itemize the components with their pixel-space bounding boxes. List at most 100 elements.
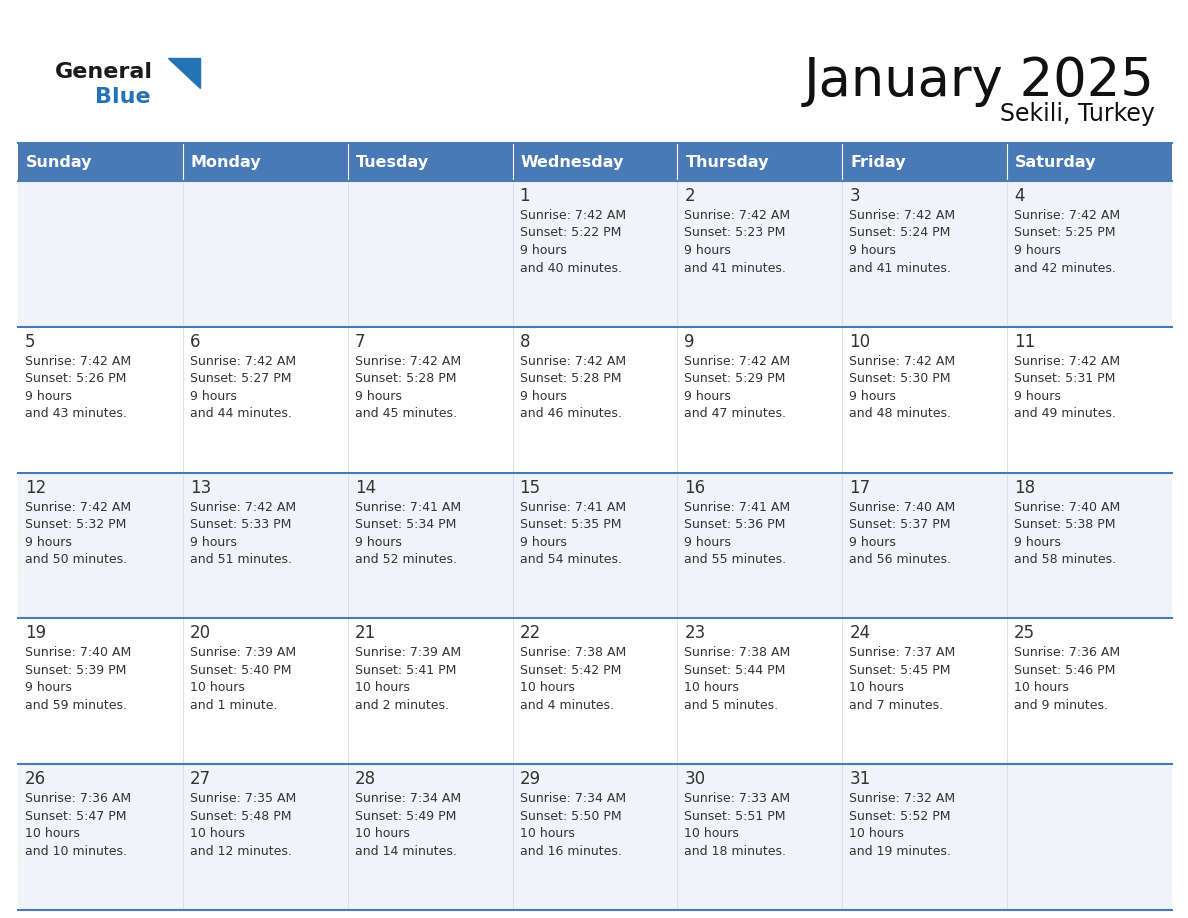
- Text: 17: 17: [849, 478, 871, 497]
- Text: Sunrise: 7:42 AM: Sunrise: 7:42 AM: [190, 500, 296, 513]
- Text: Monday: Monday: [191, 154, 261, 170]
- Bar: [842, 619, 1007, 764]
- Bar: [842, 764, 1007, 910]
- Bar: [512, 473, 677, 619]
- Text: Sunrise: 7:42 AM: Sunrise: 7:42 AM: [849, 209, 955, 222]
- Text: 6: 6: [190, 333, 201, 351]
- Text: 10 hours: 10 hours: [25, 827, 80, 840]
- Text: 9 hours: 9 hours: [519, 390, 567, 403]
- Bar: [18, 143, 183, 181]
- Text: 1: 1: [519, 187, 530, 205]
- Bar: [348, 327, 512, 473]
- Text: 9 hours: 9 hours: [190, 390, 236, 403]
- Text: 10 hours: 10 hours: [849, 681, 904, 694]
- Text: Sunrise: 7:32 AM: Sunrise: 7:32 AM: [849, 792, 955, 805]
- Text: Sunrise: 7:37 AM: Sunrise: 7:37 AM: [849, 646, 955, 659]
- Text: and 54 minutes.: and 54 minutes.: [519, 554, 621, 566]
- Bar: [677, 181, 842, 327]
- Text: and 7 minutes.: and 7 minutes.: [849, 699, 943, 711]
- Text: and 58 minutes.: and 58 minutes.: [1015, 554, 1117, 566]
- Text: Sunset: 5:29 PM: Sunset: 5:29 PM: [684, 373, 785, 386]
- Bar: [677, 327, 842, 473]
- Text: and 45 minutes.: and 45 minutes.: [355, 408, 456, 420]
- Text: Sunrise: 7:39 AM: Sunrise: 7:39 AM: [355, 646, 461, 659]
- Text: 9 hours: 9 hours: [1015, 535, 1061, 549]
- Bar: [348, 143, 512, 181]
- Text: Sunrise: 7:42 AM: Sunrise: 7:42 AM: [1015, 354, 1120, 368]
- Text: and 41 minutes.: and 41 minutes.: [684, 262, 786, 274]
- Text: 5: 5: [25, 333, 36, 351]
- Text: Thursday: Thursday: [685, 154, 769, 170]
- Text: 2: 2: [684, 187, 695, 205]
- Text: 22: 22: [519, 624, 541, 643]
- Text: 10 hours: 10 hours: [190, 681, 245, 694]
- Text: Sunset: 5:46 PM: Sunset: 5:46 PM: [1015, 664, 1116, 677]
- Text: Sunrise: 7:42 AM: Sunrise: 7:42 AM: [1015, 209, 1120, 222]
- Text: Sunset: 5:45 PM: Sunset: 5:45 PM: [849, 664, 950, 677]
- Text: and 9 minutes.: and 9 minutes.: [1015, 699, 1108, 711]
- Text: 18: 18: [1015, 478, 1035, 497]
- Text: 10 hours: 10 hours: [519, 827, 575, 840]
- Text: Sunset: 5:49 PM: Sunset: 5:49 PM: [355, 810, 456, 823]
- Text: 10 hours: 10 hours: [684, 681, 739, 694]
- Text: Sunrise: 7:41 AM: Sunrise: 7:41 AM: [355, 500, 461, 513]
- Bar: [18, 473, 183, 619]
- Text: Sunset: 5:31 PM: Sunset: 5:31 PM: [1015, 373, 1116, 386]
- Text: Sunrise: 7:42 AM: Sunrise: 7:42 AM: [190, 354, 296, 368]
- Text: Sunset: 5:44 PM: Sunset: 5:44 PM: [684, 664, 785, 677]
- Text: Sunset: 5:42 PM: Sunset: 5:42 PM: [519, 664, 621, 677]
- Text: and 50 minutes.: and 50 minutes.: [25, 554, 127, 566]
- Text: and 59 minutes.: and 59 minutes.: [25, 699, 127, 711]
- Text: 24: 24: [849, 624, 871, 643]
- Text: 26: 26: [25, 770, 46, 789]
- Text: Sunset: 5:50 PM: Sunset: 5:50 PM: [519, 810, 621, 823]
- Text: 9 hours: 9 hours: [519, 535, 567, 549]
- Text: Sunrise: 7:33 AM: Sunrise: 7:33 AM: [684, 792, 790, 805]
- Text: 11: 11: [1015, 333, 1036, 351]
- Text: Sunrise: 7:36 AM: Sunrise: 7:36 AM: [25, 792, 131, 805]
- Text: 14: 14: [355, 478, 375, 497]
- Text: 29: 29: [519, 770, 541, 789]
- Text: Sunset: 5:28 PM: Sunset: 5:28 PM: [355, 373, 456, 386]
- Text: 30: 30: [684, 770, 706, 789]
- Text: Sunrise: 7:42 AM: Sunrise: 7:42 AM: [519, 209, 626, 222]
- Text: 9 hours: 9 hours: [190, 535, 236, 549]
- Text: and 1 minute.: and 1 minute.: [190, 699, 277, 711]
- Text: and 51 minutes.: and 51 minutes.: [190, 554, 292, 566]
- Text: Sunset: 5:35 PM: Sunset: 5:35 PM: [519, 518, 621, 532]
- Text: Sunrise: 7:42 AM: Sunrise: 7:42 AM: [684, 354, 790, 368]
- Text: Tuesday: Tuesday: [355, 154, 429, 170]
- Bar: [1007, 181, 1173, 327]
- Text: Sunset: 5:39 PM: Sunset: 5:39 PM: [25, 664, 126, 677]
- Text: Sunset: 5:36 PM: Sunset: 5:36 PM: [684, 518, 785, 532]
- Bar: [348, 619, 512, 764]
- Bar: [842, 143, 1007, 181]
- Bar: [1007, 143, 1173, 181]
- Text: 8: 8: [519, 333, 530, 351]
- Text: and 41 minutes.: and 41 minutes.: [849, 262, 952, 274]
- Text: and 16 minutes.: and 16 minutes.: [519, 845, 621, 857]
- Text: Sunset: 5:48 PM: Sunset: 5:48 PM: [190, 810, 291, 823]
- Text: 9 hours: 9 hours: [684, 244, 732, 257]
- Text: Sunset: 5:22 PM: Sunset: 5:22 PM: [519, 227, 621, 240]
- Text: Sunset: 5:40 PM: Sunset: 5:40 PM: [190, 664, 291, 677]
- Text: 9 hours: 9 hours: [355, 535, 402, 549]
- Bar: [18, 619, 183, 764]
- Text: Sunrise: 7:40 AM: Sunrise: 7:40 AM: [25, 646, 131, 659]
- Text: and 5 minutes.: and 5 minutes.: [684, 699, 778, 711]
- Text: 10 hours: 10 hours: [849, 827, 904, 840]
- Polygon shape: [168, 58, 200, 88]
- Text: 10 hours: 10 hours: [519, 681, 575, 694]
- Text: 23: 23: [684, 624, 706, 643]
- Bar: [1007, 473, 1173, 619]
- Text: and 47 minutes.: and 47 minutes.: [684, 408, 786, 420]
- Text: 19: 19: [25, 624, 46, 643]
- Text: 9 hours: 9 hours: [25, 681, 72, 694]
- Text: and 46 minutes.: and 46 minutes.: [519, 408, 621, 420]
- Text: Sunrise: 7:38 AM: Sunrise: 7:38 AM: [519, 646, 626, 659]
- Text: Sunset: 5:47 PM: Sunset: 5:47 PM: [25, 810, 126, 823]
- Text: Blue: Blue: [95, 87, 151, 107]
- Bar: [348, 181, 512, 327]
- Text: Sunset: 5:24 PM: Sunset: 5:24 PM: [849, 227, 950, 240]
- Bar: [18, 327, 183, 473]
